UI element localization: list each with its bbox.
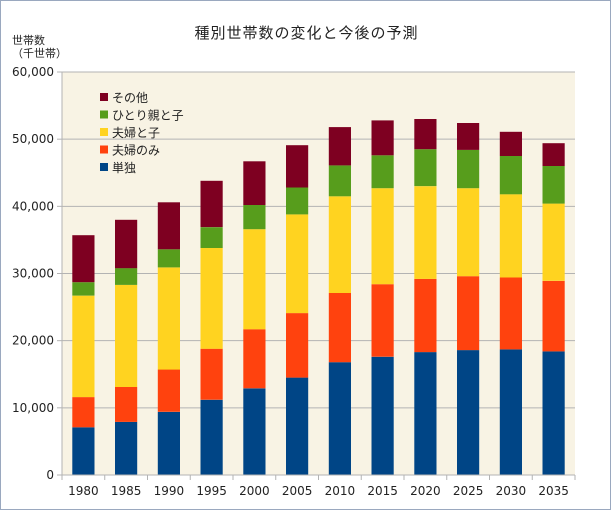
y-axis-unit-line-1: 世帯数	[12, 34, 45, 47]
bar-segment	[115, 387, 138, 422]
bar-segment	[286, 377, 309, 475]
y-tick-label: 20,000	[12, 334, 54, 348]
legend-swatch	[100, 145, 108, 154]
x-tick-label: 2035	[538, 484, 569, 498]
bar-segment	[499, 349, 522, 475]
bar-segment	[157, 249, 180, 268]
x-tick-label: 2030	[496, 484, 527, 498]
y-tick-label: 0	[46, 468, 54, 482]
bar-segment	[499, 194, 522, 278]
bar-segment	[499, 277, 522, 350]
bar-segment	[72, 282, 95, 296]
bar-segment	[328, 362, 351, 475]
bar-segment	[371, 120, 394, 156]
y-tick-label: 10,000	[12, 401, 54, 415]
bar-segment	[72, 295, 95, 398]
bar-segment	[542, 166, 565, 204]
legend-swatch	[100, 110, 108, 119]
y-tick-label: 40,000	[12, 199, 54, 213]
bar-segment	[371, 284, 394, 357]
bar-segment	[371, 356, 394, 475]
chart-title: 種別世帯数の変化と今後の予測	[194, 24, 419, 42]
bar-segment	[157, 369, 180, 412]
y-tick-label: 30,000	[12, 267, 54, 281]
legend-entry: 夫婦のみ	[112, 143, 160, 158]
bar-segment	[72, 235, 95, 283]
legend-entry: ひとり親と子	[112, 109, 184, 123]
y-axis-unit-label: 世帯数 （千世帯）	[12, 34, 67, 60]
bar-segment	[72, 427, 95, 475]
x-tick-label: 2000	[239, 484, 270, 498]
x-tick-label: 2020	[410, 484, 441, 498]
x-tick-label: 2025	[453, 484, 484, 498]
bar-segment	[286, 145, 309, 188]
x-tick-label: 1995	[196, 484, 227, 498]
bar-segment	[157, 267, 180, 370]
bar-segment	[457, 188, 480, 277]
bar-segment	[286, 214, 309, 314]
bar-segment	[286, 187, 309, 215]
bar-segment	[457, 149, 480, 189]
bar-segment	[200, 348, 223, 400]
x-tick-label: 1990	[154, 484, 185, 498]
legend-entry: その他	[112, 91, 148, 105]
bar-segment	[243, 161, 266, 205]
legend-swatch	[100, 128, 108, 136]
legend-entry: 単独	[112, 161, 136, 175]
legend-swatch	[100, 163, 108, 171]
bar-segment	[200, 180, 223, 228]
bar-segment	[499, 131, 522, 156]
bar-segment	[200, 399, 223, 475]
bar-segment	[414, 278, 437, 353]
bar-segment	[328, 165, 351, 197]
bar-segment	[115, 219, 138, 269]
bar-segment	[286, 313, 309, 378]
bar-segment	[542, 351, 565, 475]
bar-segment	[371, 188, 394, 285]
bar-segment	[457, 350, 480, 475]
bar-segment	[414, 149, 437, 187]
y-axis-unit-line-2: （千世帯）	[12, 47, 67, 60]
bar-segment	[200, 248, 223, 349]
bar-segment	[542, 280, 565, 352]
bar-segment	[457, 123, 480, 150]
y-tick-label: 50,000	[12, 132, 54, 146]
x-tick-label: 2015	[367, 484, 398, 498]
bars	[72, 119, 565, 475]
bar-segment	[243, 329, 266, 389]
bar-segment	[328, 293, 351, 363]
bar-segment	[542, 143, 565, 166]
x-tick-label: 1985	[111, 484, 142, 498]
bar-segment	[115, 284, 138, 387]
bar-segment	[457, 276, 480, 351]
bar-segment	[115, 268, 138, 285]
bar-segment	[72, 397, 95, 428]
bar-segment	[328, 127, 351, 166]
bar-segment	[414, 352, 437, 475]
bar-segment	[200, 227, 223, 248]
bar-segment	[414, 186, 437, 279]
bar-segment	[499, 156, 522, 195]
bar-segment	[157, 202, 180, 250]
bar-segment	[115, 421, 138, 475]
axes: 0 10,000 20,000 30,000 40,000 50,000 60,000 198…	[12, 65, 576, 498]
legend-entry: 夫婦と子	[112, 125, 160, 140]
bar-segment	[371, 155, 394, 189]
bar-segment	[542, 203, 565, 281]
bar-segment	[328, 196, 351, 293]
bar-segment	[243, 229, 266, 330]
x-tick-label: 2010	[325, 484, 356, 498]
bar-segment	[157, 411, 180, 475]
bar-segment	[243, 388, 266, 475]
x-tick-label: 1980	[68, 484, 99, 498]
bar-segment	[243, 205, 266, 230]
y-tick-label: 60,000	[12, 65, 54, 79]
legend-swatch	[100, 93, 108, 101]
bar-segment	[414, 119, 437, 150]
x-tick-label: 2005	[282, 484, 313, 498]
